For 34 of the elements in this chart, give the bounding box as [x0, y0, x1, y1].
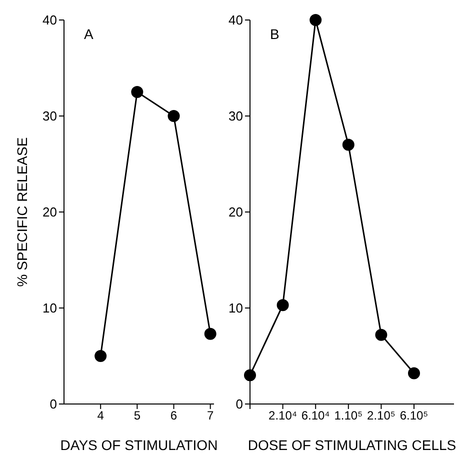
x-tick-label: 1.10⁵ [334, 408, 363, 423]
y-axis-title: % SPECIFIC RELEASE [14, 137, 30, 287]
point [342, 138, 354, 151]
y-tick-label: 0 [236, 396, 243, 412]
point [276, 299, 289, 312]
point [168, 110, 180, 122]
x-tick-label: 6.10⁵ [400, 408, 428, 423]
chart-title: A [84, 26, 94, 42]
x-tick-label: 6.10⁴ [301, 408, 330, 423]
y-tick-label: 0 [50, 396, 57, 412]
y-tick-label: 40 [42, 12, 57, 28]
x-axis-title: DAYS OF STIMULATION [60, 437, 218, 453]
y-tick-label: 20 [42, 204, 57, 220]
x-tick-label: 5 [134, 408, 141, 423]
y-tick-label: 10 [228, 300, 243, 316]
point [375, 328, 388, 341]
x-tick-label: 4 [97, 408, 104, 423]
point [131, 86, 144, 98]
point [244, 369, 256, 382]
x-axis-title: DOSE OF STIMULATING CELLS [248, 437, 456, 453]
y-tick-label: 40 [228, 12, 243, 28]
point [204, 328, 216, 340]
x-tick-label: 6 [170, 408, 178, 423]
y-tick-label: 10 [42, 300, 57, 316]
point [310, 14, 322, 26]
point [94, 350, 107, 362]
chart-title: B [270, 26, 280, 42]
x-tick-label: 2.10⁵ [367, 408, 396, 423]
x-tick-label: 2.10⁴ [268, 408, 298, 423]
point [408, 367, 420, 380]
y-tick-label: 30 [228, 108, 243, 124]
y-tick-label: 20 [228, 204, 243, 220]
x-tick-label: 7 [207, 408, 214, 423]
y-tick-label: 30 [42, 108, 57, 124]
